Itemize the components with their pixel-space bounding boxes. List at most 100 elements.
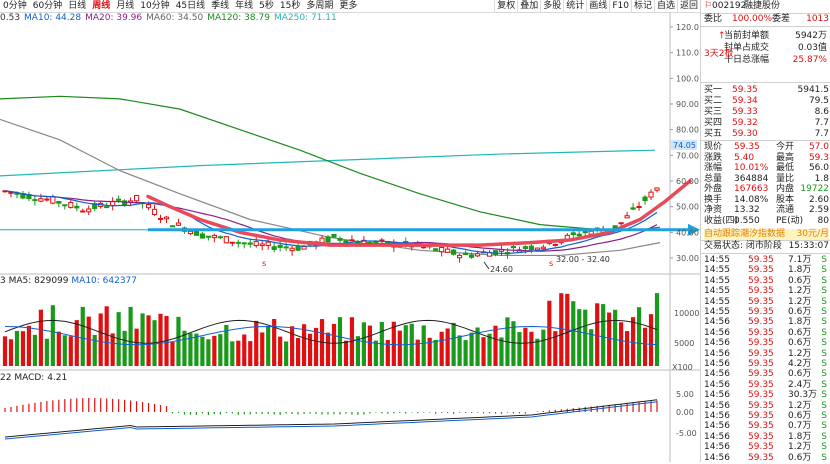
quote-value-a-0: 59.35 — [734, 142, 760, 152]
period-tab-6[interactable]: 45日线 — [175, 1, 206, 11]
candle-body-92 — [552, 243, 558, 246]
price-tick-9: 30.00 — [676, 254, 699, 263]
vol-bar-97 — [583, 309, 588, 366]
vol-bar-30 — [182, 330, 187, 366]
toolbar-action-2[interactable]: 多股 — [540, 0, 563, 12]
period-tab-7[interactable]: 季线 — [211, 1, 230, 11]
quote-label-a-5: 换手 — [704, 194, 723, 205]
toolbar-action-6[interactable]: 标记 — [630, 0, 654, 12]
candle-body-44 — [265, 241, 271, 247]
candle-body-72 — [433, 248, 439, 251]
toolbar-spacer — [360, 0, 494, 12]
buy-volume-2: 8.6 — [814, 107, 829, 117]
ad-row[interactable]: 自动跟踪潮汐指数据 30元/月 — [704, 229, 829, 240]
candle-body-90 — [540, 246, 546, 250]
vol-bar-3 — [20, 331, 26, 366]
tick-dir-16: S — [821, 421, 827, 432]
period-tab-5[interactable]: 10分钟 — [140, 1, 170, 11]
buy-volume-0: 5941.5 — [797, 85, 830, 95]
tick-time-16: 14:56 — [704, 421, 730, 432]
support-arrow — [0, 223, 700, 236]
tick-volume-8: 0.6万 — [788, 338, 812, 349]
candle-body-103 — [618, 222, 624, 225]
candle-body-54 — [325, 236, 331, 243]
vol-bar-65 — [391, 321, 396, 366]
period-tab-4[interactable]: 月线 — [116, 1, 135, 11]
vol-bar-8 — [50, 305, 55, 366]
period-tab-9[interactable]: 5秒 — [259, 1, 274, 11]
buy-row-2: 买三 59.33 8.6 — [704, 107, 829, 118]
tick-row-16: 14:56 59.35 0.7万 S — [704, 421, 829, 432]
toolbar-action-8[interactable]: 返回 — [676, 0, 700, 12]
tick-row-12: 14:56 59.35 2.4万 S — [704, 380, 829, 391]
ma250-path — [0, 149, 656, 177]
vol-bar-61 — [367, 325, 372, 366]
ma120-path — [0, 95, 661, 231]
tick-dir-18: S — [821, 442, 827, 453]
period-tab-11[interactable]: 多周期 — [306, 1, 334, 11]
vol-bar-46 — [278, 336, 283, 366]
toolbar-action-3[interactable]: 统计 — [563, 0, 586, 12]
quote-value-b-6: 2.59 — [808, 205, 829, 215]
stock-code: 002192 — [712, 1, 747, 11]
vol-bar-103 — [619, 322, 624, 366]
candle-body-56 — [337, 238, 343, 241]
arrow-head — [688, 223, 700, 236]
volume-ma10: MA10: 642377 — [71, 276, 138, 286]
ma-legend-item-5: MA250: 71.11 — [273, 13, 337, 23]
buy-row-3: 买四 59.32 7.7 — [704, 118, 829, 129]
quote-value-a-5: 14.08% — [734, 194, 769, 205]
candle-body-18 — [110, 201, 116, 206]
period-tab-12[interactable]: 更多 — [339, 1, 358, 11]
vol-bar-77 — [463, 340, 468, 366]
stock-header: ⚐ 002192 融捷股份 — [704, 1, 829, 12]
candle-body-108 — [648, 191, 654, 198]
period-tab-0[interactable]: 0分钟 — [3, 1, 27, 11]
candle-body-29 — [175, 222, 182, 226]
quote-label-a-7: 收益(四) — [704, 215, 739, 226]
tick-row-19: 14:56 59.35 0.6万 S — [704, 453, 829, 464]
toolbar-action-0[interactable]: 复权 — [494, 0, 517, 12]
vol-ma5-path — [4, 319, 658, 344]
period-tab-1[interactable]: 60分钟 — [32, 1, 63, 11]
tick-row-5: 14:55 59.35 0.6万 S — [704, 307, 829, 318]
period-tab-2[interactable]: 日线 — [68, 1, 87, 11]
toolbar-action-1[interactable]: 叠加 — [517, 0, 540, 12]
toolbar-action-5[interactable]: F10 — [609, 0, 631, 12]
candle-body-17 — [104, 206, 110, 209]
vol-bar-102 — [613, 309, 618, 366]
toolbar-action-4[interactable]: 画线 — [586, 0, 609, 12]
tick-time-4: 14:55 — [704, 296, 730, 307]
macd-tick-1: 0.00 — [676, 408, 694, 417]
candle-body-76 — [457, 254, 463, 259]
divider — [701, 140, 830, 141]
kline-chart[interactable]: 120.0 110.0 100.0 90.00 80.00 70.00 60.00 50.00… — [0, 0, 700, 462]
candle-body-85 — [510, 246, 517, 249]
candle-body-41 — [247, 242, 253, 245]
period-tab-3[interactable]: 周线 — [92, 1, 111, 11]
quote-label-b-6: 流通 — [776, 205, 795, 215]
tick-price-11: 59.35 — [748, 369, 774, 380]
tick-time-19: 14:56 — [704, 452, 730, 463]
macd-value: 22 — [0, 373, 12, 383]
tick-dir-14: S — [821, 400, 827, 411]
vol-bar-7 — [44, 338, 49, 366]
quote-value-a-3: 364884 — [734, 173, 769, 184]
candle-body-73 — [439, 247, 445, 253]
period-tab-8[interactable]: 年线 — [235, 1, 254, 11]
quote-row-6: 净资 13.32 流通 2.59 — [704, 205, 829, 216]
candle-body-38 — [229, 241, 235, 244]
tick-price-15: 59.35 — [748, 411, 774, 421]
macd-tick-2: -5.00 — [676, 429, 697, 438]
toolbar-action-7[interactable]: 自选 — [653, 0, 677, 12]
period-tab-10[interactable]: 15秒 — [279, 1, 301, 11]
up-arrow-icon: ↑ — [718, 31, 726, 41]
candle-body-39 — [235, 241, 241, 244]
quote-label-a-6: 净资 — [704, 205, 723, 215]
candle-body-104 — [624, 215, 630, 219]
price-tick-7: 50.00 — [676, 203, 699, 212]
vol-bar-93 — [559, 293, 564, 366]
vol-bar-57 — [343, 340, 349, 366]
vol-bar-68 — [409, 323, 414, 366]
tick-volume-17: 1.8万 — [788, 431, 812, 442]
